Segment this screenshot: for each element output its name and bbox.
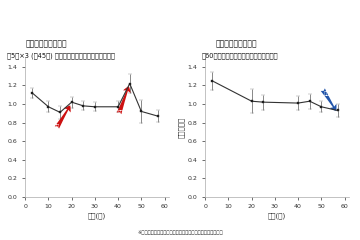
Text: 回復: 回復 bbox=[117, 110, 123, 115]
Text: 【脳波計】のデータ: 【脳波計】のデータ bbox=[25, 39, 67, 48]
Text: 「60分学習」の対象者　ガンマ波の波形: 「60分学習」の対象者 ガンマ波の波形 bbox=[202, 52, 278, 59]
Text: 【脳波計】のデータ: 【脳波計】のデータ bbox=[216, 39, 258, 48]
Text: 回復: 回復 bbox=[53, 124, 60, 129]
X-axis label: 時間(分): 時間(分) bbox=[88, 212, 106, 219]
Text: 下落: 下落 bbox=[324, 91, 330, 96]
Y-axis label: 脳ガンマ波: 脳ガンマ波 bbox=[178, 117, 185, 138]
X-axis label: 時間(分): 時間(分) bbox=[268, 212, 286, 219]
Text: ※左右のグラフのガンマ波の絶対値の大小は関係ありません: ※左右のグラフのガンマ波の絶対値の大小は関係ありません bbox=[137, 230, 223, 235]
Text: 「5分×3 (記45分) 学習」の対象者　ガンマ波の波形: 「5分×3 (記45分) 学習」の対象者 ガンマ波の波形 bbox=[7, 52, 115, 59]
